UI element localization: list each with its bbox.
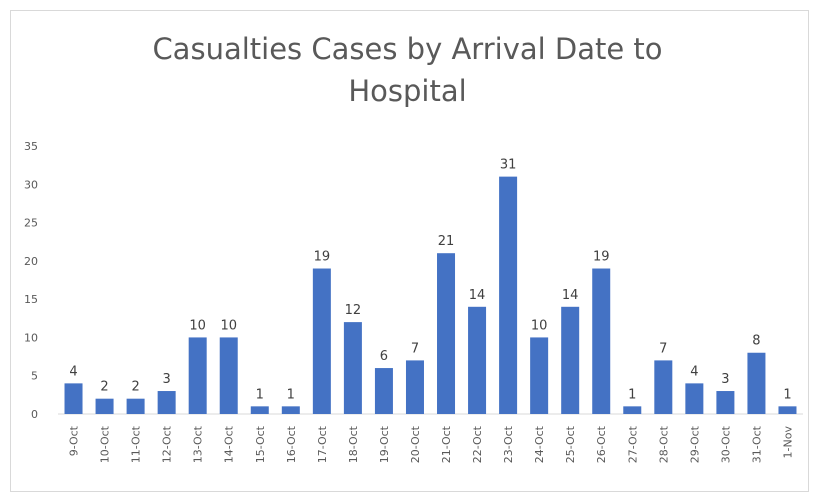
x-tick-label: 27-Oct: [626, 425, 639, 463]
bar: [747, 352, 766, 414]
data-label: 6: [380, 349, 388, 364]
bar: [374, 368, 393, 414]
data-label: 31: [500, 158, 517, 173]
data-label: 2: [131, 380, 139, 395]
x-tick-label: 30-Oct: [719, 425, 732, 463]
bar: [530, 337, 549, 414]
x-tick-label: 16-Oct: [285, 425, 298, 463]
bar: [95, 398, 114, 414]
x-tick-label: 14-Oct: [223, 425, 236, 463]
bar: [250, 406, 269, 414]
x-tick-label: 10-Oct: [99, 425, 112, 463]
y-tick-label: 35: [24, 140, 38, 153]
y-tick-label: 25: [24, 217, 38, 230]
x-tick-label: 29-Oct: [688, 425, 701, 463]
bar: [592, 268, 611, 414]
y-tick-label: 20: [24, 255, 38, 268]
bar: [437, 253, 456, 414]
data-label: 1: [783, 387, 791, 402]
data-label: 14: [562, 288, 579, 303]
chart-title-line-2: Hospital: [348, 74, 467, 108]
data-label: 19: [314, 250, 331, 265]
data-label: 12: [345, 303, 362, 318]
bar: [468, 306, 487, 414]
y-tick-label: 10: [24, 331, 38, 344]
x-tick-label: 18-Oct: [347, 425, 360, 463]
data-label: 7: [411, 341, 419, 356]
data-label: 1: [287, 387, 295, 402]
chart-title-line-1: Casualties Cases by Arrival Date to: [152, 32, 663, 66]
data-label: 1: [628, 387, 636, 402]
x-tick-label: 21-Oct: [440, 425, 453, 463]
x-tick-label: 19-Oct: [378, 425, 391, 463]
x-tick-label: 23-Oct: [502, 425, 515, 463]
bar: [343, 322, 362, 414]
x-tick-label: 26-Oct: [595, 425, 608, 463]
bar: [499, 176, 518, 414]
data-label: 2: [100, 380, 108, 395]
x-tick-label: 13-Oct: [192, 425, 205, 463]
data-label: 10: [531, 318, 548, 333]
x-tick-label: 20-Oct: [409, 425, 422, 463]
x-tick-label: 17-Oct: [316, 425, 329, 463]
data-label: 10: [189, 318, 206, 333]
data-label: 3: [721, 372, 729, 387]
data-label: 8: [752, 334, 760, 349]
data-label: 21: [438, 234, 455, 249]
bar: [219, 337, 238, 414]
data-label: 19: [593, 250, 610, 265]
bar: [778, 406, 797, 414]
y-tick-label: 15: [24, 293, 38, 306]
data-label: 4: [690, 364, 698, 379]
bar: [312, 268, 331, 414]
x-tick-label: 9-Oct: [68, 425, 81, 456]
bar: [64, 383, 83, 414]
x-tick-label: 22-Oct: [471, 425, 484, 463]
bar: [188, 337, 207, 414]
x-tick-label: 28-Oct: [657, 425, 670, 463]
bar: [405, 360, 424, 414]
bar: [685, 383, 704, 414]
bar: [561, 306, 580, 414]
x-tick-label: 1-Nov: [781, 426, 794, 459]
data-label: 7: [659, 341, 667, 356]
data-label: 1: [256, 387, 264, 402]
x-tick-label: 24-Oct: [533, 425, 546, 463]
bar: [126, 398, 145, 414]
bar: [716, 391, 735, 414]
data-label: 3: [163, 372, 171, 387]
x-tick-label: 31-Oct: [750, 425, 763, 463]
y-tick-label: 5: [31, 370, 38, 383]
x-tick-label: 12-Oct: [161, 425, 174, 463]
bar: [281, 406, 300, 414]
data-label: 10: [220, 318, 237, 333]
y-tick-label: 30: [24, 178, 38, 191]
bar: [623, 406, 642, 414]
chart-title: Casualties Cases by Arrival Date to Hosp…: [0, 28, 815, 112]
bar: [654, 360, 673, 414]
x-tick-label: 11-Oct: [130, 425, 143, 463]
y-tick-label: 0: [31, 408, 38, 421]
data-label: 4: [69, 364, 77, 379]
x-tick-label: 15-Oct: [254, 425, 267, 463]
data-label: 14: [469, 288, 486, 303]
bar: [157, 391, 176, 414]
x-tick-label: 25-Oct: [564, 425, 577, 463]
